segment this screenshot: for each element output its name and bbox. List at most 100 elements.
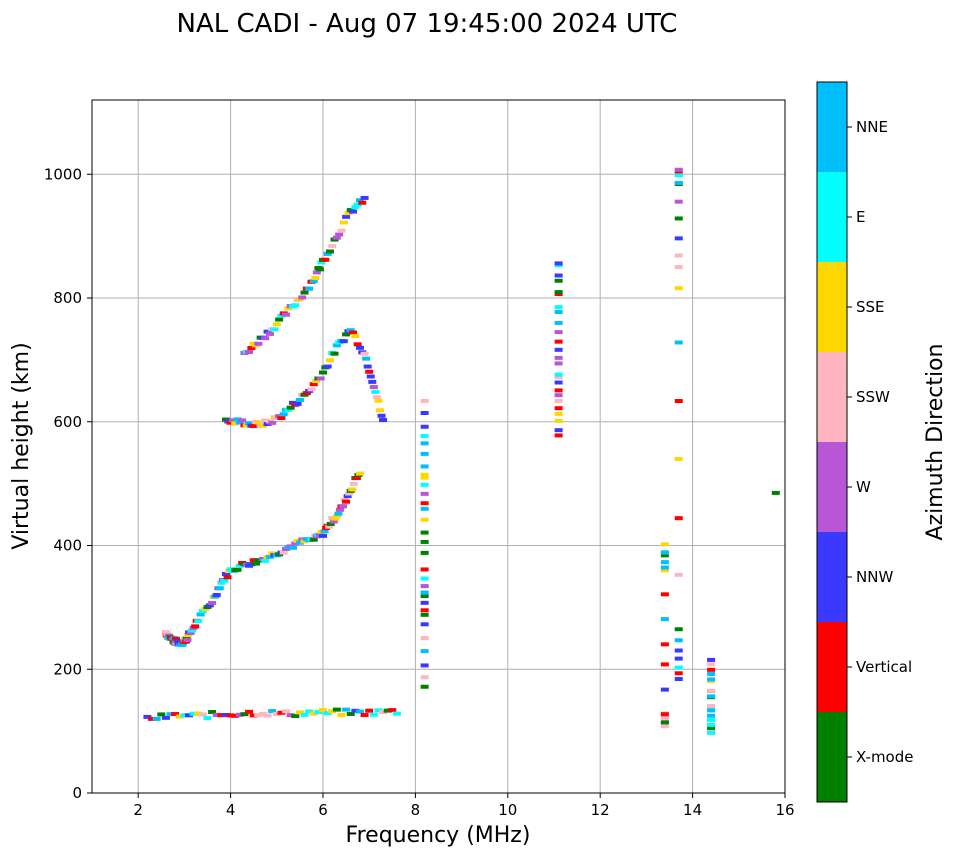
colorbar-tick-label: W — [856, 478, 871, 496]
echo-point — [342, 332, 351, 337]
echo-point — [707, 657, 716, 662]
y-axis-label: Virtual height (km) — [9, 342, 34, 549]
echo-point — [221, 712, 230, 717]
echo-point — [298, 295, 307, 300]
echo-point — [166, 712, 175, 717]
echo-point — [674, 236, 683, 241]
echo-point — [660, 592, 669, 597]
echo-point — [674, 516, 683, 521]
grid — [92, 100, 786, 794]
echo-point — [208, 600, 217, 605]
echo-point — [175, 714, 184, 719]
echo-point — [326, 521, 335, 526]
echo-point — [286, 405, 295, 410]
echo-point — [360, 351, 369, 356]
echo-point — [366, 374, 375, 379]
colorbar-tick-label: NNW — [856, 568, 893, 586]
echo-point — [330, 351, 339, 356]
echo-point — [660, 712, 669, 717]
echo-point — [309, 279, 318, 284]
echo-point — [554, 375, 563, 380]
colorbar: X-mode Vertical NNW W SSW SSE E NNE — [816, 81, 913, 803]
echo-point — [707, 722, 716, 727]
echo-point — [180, 713, 189, 718]
echo-point — [328, 709, 337, 714]
echo-point — [554, 388, 563, 393]
echo-point — [349, 481, 358, 486]
echo-point — [707, 688, 716, 693]
echo-point — [707, 703, 716, 708]
echo-point — [420, 501, 429, 506]
colorbar-frame — [816, 81, 848, 803]
echo-point — [309, 711, 318, 716]
echo-point — [286, 713, 295, 718]
echo-point — [311, 275, 320, 280]
echo-point — [198, 712, 207, 717]
echo-point — [420, 550, 429, 555]
x-tick-label: 16 — [775, 801, 794, 819]
echo-point — [231, 421, 240, 426]
colorbar-segment — [817, 82, 847, 172]
echo-point — [420, 612, 429, 617]
echo-point — [420, 491, 429, 496]
echo-point — [355, 198, 364, 203]
echo-point — [365, 708, 374, 713]
echo-point — [554, 339, 563, 344]
echo-point — [332, 235, 341, 240]
echo-point — [420, 649, 429, 654]
echo-point — [707, 730, 716, 735]
echo-point — [346, 328, 355, 333]
echo-point — [383, 708, 392, 713]
echo-point — [420, 482, 429, 487]
echo-point — [353, 342, 362, 347]
echo-point — [261, 418, 270, 423]
echo-point — [295, 540, 304, 545]
echo-point — [420, 506, 429, 511]
echo-point — [351, 708, 360, 713]
y-tick-label: 200 — [53, 660, 82, 678]
echo-point — [321, 257, 330, 262]
echo-point — [268, 420, 277, 425]
echo-point — [235, 420, 244, 425]
colorbar-tick-label: E — [856, 208, 865, 226]
echo-point — [707, 677, 716, 682]
echo-point — [288, 545, 297, 550]
x-axis-ticks: 2 4 6 8 10 12 14 16 — [133, 793, 795, 819]
echo-point — [254, 341, 263, 346]
echo-point — [291, 541, 300, 546]
echo-point — [309, 537, 318, 542]
echo-point — [349, 209, 358, 214]
echo-point — [660, 560, 669, 565]
y-tick-label: 600 — [53, 413, 82, 431]
echo-point — [231, 713, 240, 718]
echo-point — [660, 687, 669, 692]
echo-point — [420, 622, 429, 627]
echo-point — [351, 334, 360, 339]
echo-point — [188, 628, 197, 633]
echo-point — [254, 420, 263, 425]
echo-point — [265, 331, 274, 336]
echo-point — [420, 475, 429, 480]
echo-point — [194, 711, 203, 716]
echo-point — [282, 312, 291, 317]
echo-point — [420, 451, 429, 456]
echo-point — [355, 709, 364, 714]
echo-point — [302, 391, 311, 396]
echo-point — [152, 716, 161, 721]
echo-point — [355, 345, 364, 350]
echo-point — [420, 539, 429, 544]
echo-point — [674, 648, 683, 653]
echo-point — [319, 370, 327, 375]
echo-point — [554, 330, 563, 335]
y-tick-label: 0 — [72, 784, 82, 802]
echo-point — [660, 724, 669, 729]
echo-point — [420, 608, 429, 613]
echo-point — [279, 550, 288, 555]
echo-point — [157, 712, 166, 717]
echo-point — [171, 636, 180, 641]
echo-point — [291, 303, 300, 308]
echo-point — [554, 433, 563, 438]
echo-point — [235, 712, 244, 717]
echo-point — [189, 711, 198, 716]
